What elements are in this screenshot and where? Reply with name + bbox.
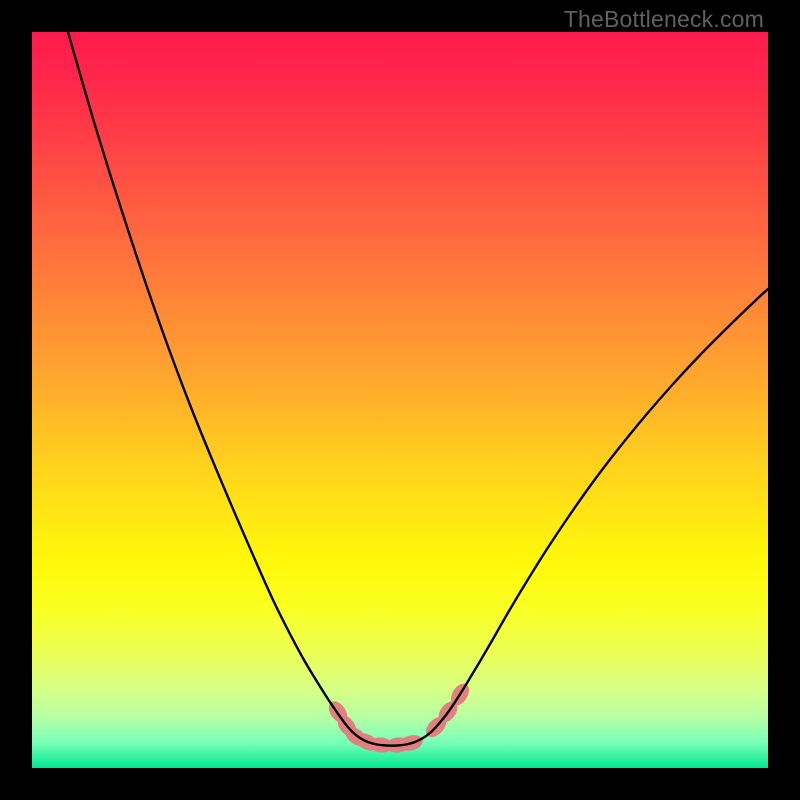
watermark-text: TheBottleneck.com bbox=[564, 6, 764, 33]
chart-frame: TheBottleneck.com bbox=[0, 0, 800, 800]
plot-area bbox=[32, 32, 768, 768]
bottleneck-curve bbox=[68, 32, 768, 746]
markers-group bbox=[325, 680, 473, 754]
curve-layer bbox=[32, 32, 768, 768]
